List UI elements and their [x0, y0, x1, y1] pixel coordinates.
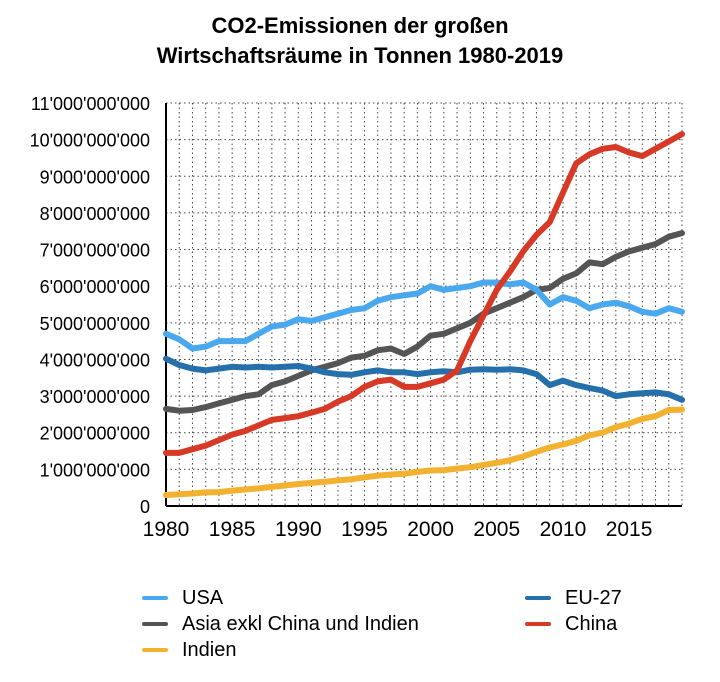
y-tick-label: 3'000'000'000 — [40, 387, 150, 407]
x-tick-label: 2010 — [540, 518, 587, 541]
legend-item-china: China — [525, 611, 617, 637]
y-tick-label: 5'000'000'000 — [40, 314, 150, 334]
x-tick-label: 2000 — [407, 518, 454, 541]
y-tick-label: 4'000'000'000 — [40, 350, 150, 370]
legend-label-china: China — [565, 612, 618, 635]
legend-item-indien: Indien — [142, 637, 237, 663]
legend-item-asia: Asia exkl China und Indien — [142, 611, 419, 637]
legend-label-usa: USA — [182, 586, 224, 609]
legend-swatch-china — [525, 622, 551, 626]
x-tick-label: 2005 — [473, 518, 520, 541]
x-tick-label: 1980 — [143, 518, 190, 541]
legend-item-eu27: EU-27 — [525, 585, 622, 611]
x-tick-label: 1985 — [209, 518, 256, 541]
y-tick-label: 8'000'000'000 — [40, 204, 150, 224]
x-tick-label: 1995 — [341, 518, 388, 541]
y-tick-label: 7'000'000'000 — [40, 241, 150, 261]
legend-swatch-eu27 — [525, 596, 551, 600]
y-tick-label: 1'000'000'000 — [40, 460, 150, 480]
legend-label-asia: Asia exkl China und Indien — [182, 612, 419, 635]
legend-item-usa: USA — [142, 585, 223, 611]
x-tick-label: 2015 — [606, 518, 653, 541]
x-tick-label: 1990 — [275, 518, 322, 541]
y-tick-label: 6'000'000'000 — [40, 277, 150, 297]
series-line-indien — [163, 406, 685, 498]
y-tick-label: 9'000'000'000 — [40, 167, 150, 187]
series-line-china — [163, 131, 685, 456]
series-line-asia-exkl-china-und-indien — [163, 230, 685, 414]
legend-swatch-usa — [142, 596, 168, 600]
y-tick-label: 10'000'000'000 — [30, 131, 150, 151]
y-tick-label: 2'000'000'000 — [40, 424, 150, 444]
legend-swatch-asia — [142, 622, 168, 626]
chart-title-line-1: CO2-Emissionen der großen — [211, 13, 509, 38]
legend-label-eu27: EU-27 — [565, 586, 622, 609]
y-tick-label: 11'000'000'000 — [31, 94, 150, 114]
legend-swatch-indien — [142, 648, 168, 652]
series-line-usa — [163, 279, 685, 352]
chart-title-line-2: Wirtschaftsräume in Tonnen 1980-2019 — [156, 43, 564, 68]
series-line-eu-27 — [163, 355, 685, 403]
legend-label-indien: Indien — [182, 638, 237, 661]
y-tick-label: 0 — [140, 497, 150, 517]
